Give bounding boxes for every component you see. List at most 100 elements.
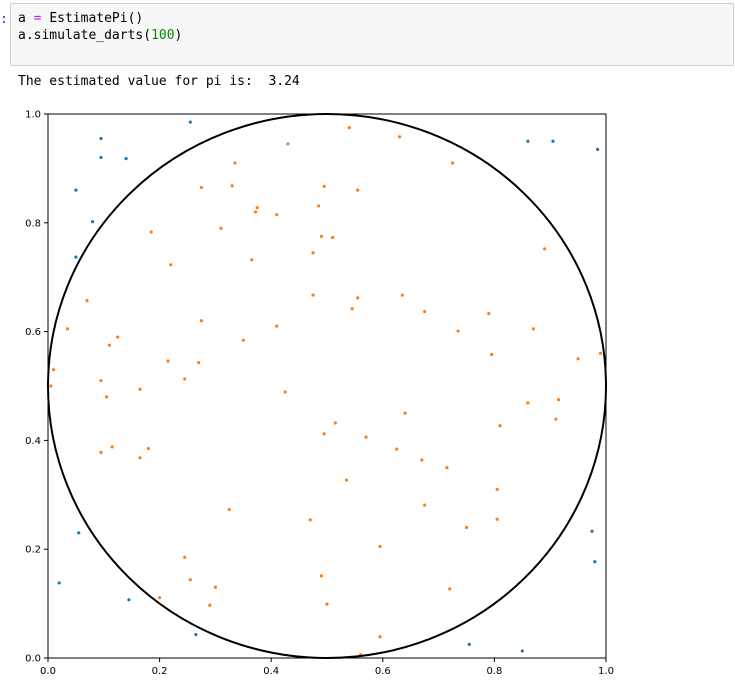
point-inside-circle — [347, 126, 351, 130]
point-inside-circle — [464, 525, 469, 530]
axes-frame — [47, 113, 607, 659]
point-inside-circle — [364, 435, 368, 439]
point-inside-circle — [395, 447, 399, 451]
code-method-call: a.simulate_darts( — [18, 28, 152, 43]
point-inside-circle — [146, 446, 151, 451]
point-inside-circle — [219, 226, 223, 230]
point-inside-circle — [208, 603, 212, 607]
y-tick-label: 1.0 — [25, 110, 41, 121]
point-outside-circle — [99, 136, 103, 141]
point-inside-circle — [556, 398, 561, 402]
point-inside-circle — [99, 378, 103, 383]
point-inside-circle — [199, 185, 204, 190]
x-tick-label: 0.8 — [486, 666, 502, 677]
point-inside-circle — [169, 263, 173, 267]
point-inside-circle — [378, 544, 382, 549]
point-outside-circle — [99, 155, 103, 160]
point-inside-circle — [495, 487, 499, 491]
code-constructor-call: EstimatePi() — [49, 11, 144, 26]
point-inside-circle — [448, 587, 452, 591]
point-outside-circle — [74, 188, 78, 192]
point-inside-circle — [183, 377, 187, 381]
point-inside-circle — [116, 335, 120, 339]
point-inside-circle — [420, 458, 424, 462]
point-inside-circle — [445, 466, 449, 470]
point-outside-circle — [57, 581, 61, 585]
point-inside-circle — [319, 234, 324, 238]
point-inside-circle — [51, 368, 56, 372]
x-tick-label: 0.6 — [375, 666, 391, 677]
point-inside-circle — [283, 390, 287, 394]
point-inside-circle — [197, 361, 201, 365]
point-inside-circle — [330, 235, 335, 240]
point-outside-circle — [77, 531, 81, 535]
point-inside-circle — [253, 210, 258, 214]
point-inside-circle — [311, 293, 315, 297]
code-operator: = — [33, 11, 42, 26]
point-inside-circle — [250, 258, 254, 262]
point-inside-circle — [99, 450, 103, 454]
point-outside-circle — [127, 598, 131, 602]
axis-ticks: 0.0 0.2 0.4 0.6 0.8 1.0 0.0 0.2 0.4 0.6 0.8 1.0 — [25, 110, 614, 678]
point-inside-circle — [227, 507, 231, 512]
y-tick-label: 0.8 — [25, 218, 41, 229]
point-outside-circle — [91, 220, 95, 224]
cell-prompt: : — [0, 12, 8, 27]
point-inside-circle — [65, 327, 70, 331]
x-tick-label: 0.2 — [152, 666, 168, 677]
point-inside-circle — [49, 384, 53, 388]
point-inside-circle — [526, 401, 530, 405]
point-inside-circle — [333, 421, 337, 425]
point-inside-circle — [350, 307, 354, 311]
point-inside-circle — [356, 296, 360, 300]
point-inside-circle — [356, 188, 360, 192]
point-inside-circle — [149, 230, 153, 234]
point-inside-circle — [107, 343, 111, 347]
point-inside-circle — [311, 251, 315, 255]
y-tick-label: 0.6 — [25, 327, 41, 338]
point-inside-circle — [275, 324, 279, 328]
point-inside-circle — [255, 205, 259, 210]
point-inside-circle — [85, 298, 89, 303]
point-outside-circle — [593, 560, 597, 564]
point-outside-circle — [590, 529, 594, 533]
point-inside-circle — [598, 351, 603, 355]
code-number-argument: 100 — [151, 28, 175, 43]
point-inside-circle — [397, 135, 402, 139]
x-tick-label: 0.4 — [263, 666, 279, 677]
point-inside-circle — [286, 142, 290, 146]
code-cell-input[interactable]: a = EstimatePi() a.simulate_darts(100) — [10, 3, 734, 66]
point-inside-circle — [166, 359, 170, 363]
code-close-paren: ) — [174, 28, 183, 43]
point-inside-circle — [241, 338, 245, 342]
code-line-1: a = EstimatePi() — [18, 10, 143, 27]
x-tick-label: 0.0 — [40, 666, 56, 677]
point-inside-circle — [490, 352, 494, 357]
unit-circle — [47, 113, 607, 659]
y-tick-label: 0.0 — [25, 654, 41, 665]
y-tick-label: 0.4 — [25, 436, 41, 447]
point-inside-circle — [230, 184, 234, 188]
point-inside-circle — [498, 424, 502, 428]
point-inside-circle — [322, 184, 326, 188]
point-inside-circle — [400, 293, 404, 297]
y-tick-label: 0.2 — [25, 545, 41, 556]
point-inside-circle — [543, 247, 547, 251]
point-inside-circle — [403, 411, 407, 415]
point-outside-circle — [188, 120, 192, 124]
cell-output-text: The estimated value for pi is: 3.24 — [18, 74, 300, 89]
point-inside-circle — [138, 456, 142, 460]
point-inside-circle — [487, 312, 491, 316]
point-inside-circle — [275, 213, 279, 217]
point-inside-circle — [531, 327, 536, 331]
point-outside-circle — [124, 157, 128, 161]
point-inside-circle — [317, 204, 321, 208]
point-inside-circle — [199, 319, 204, 323]
point-outside-circle — [194, 633, 198, 637]
point-outside-circle — [596, 147, 600, 151]
code-line-2: a.simulate_darts(100) — [18, 27, 182, 44]
point-inside-circle — [188, 578, 192, 582]
point-outside-circle — [526, 139, 530, 143]
point-inside-circle — [423, 309, 427, 314]
code-variable: a — [18, 11, 26, 26]
